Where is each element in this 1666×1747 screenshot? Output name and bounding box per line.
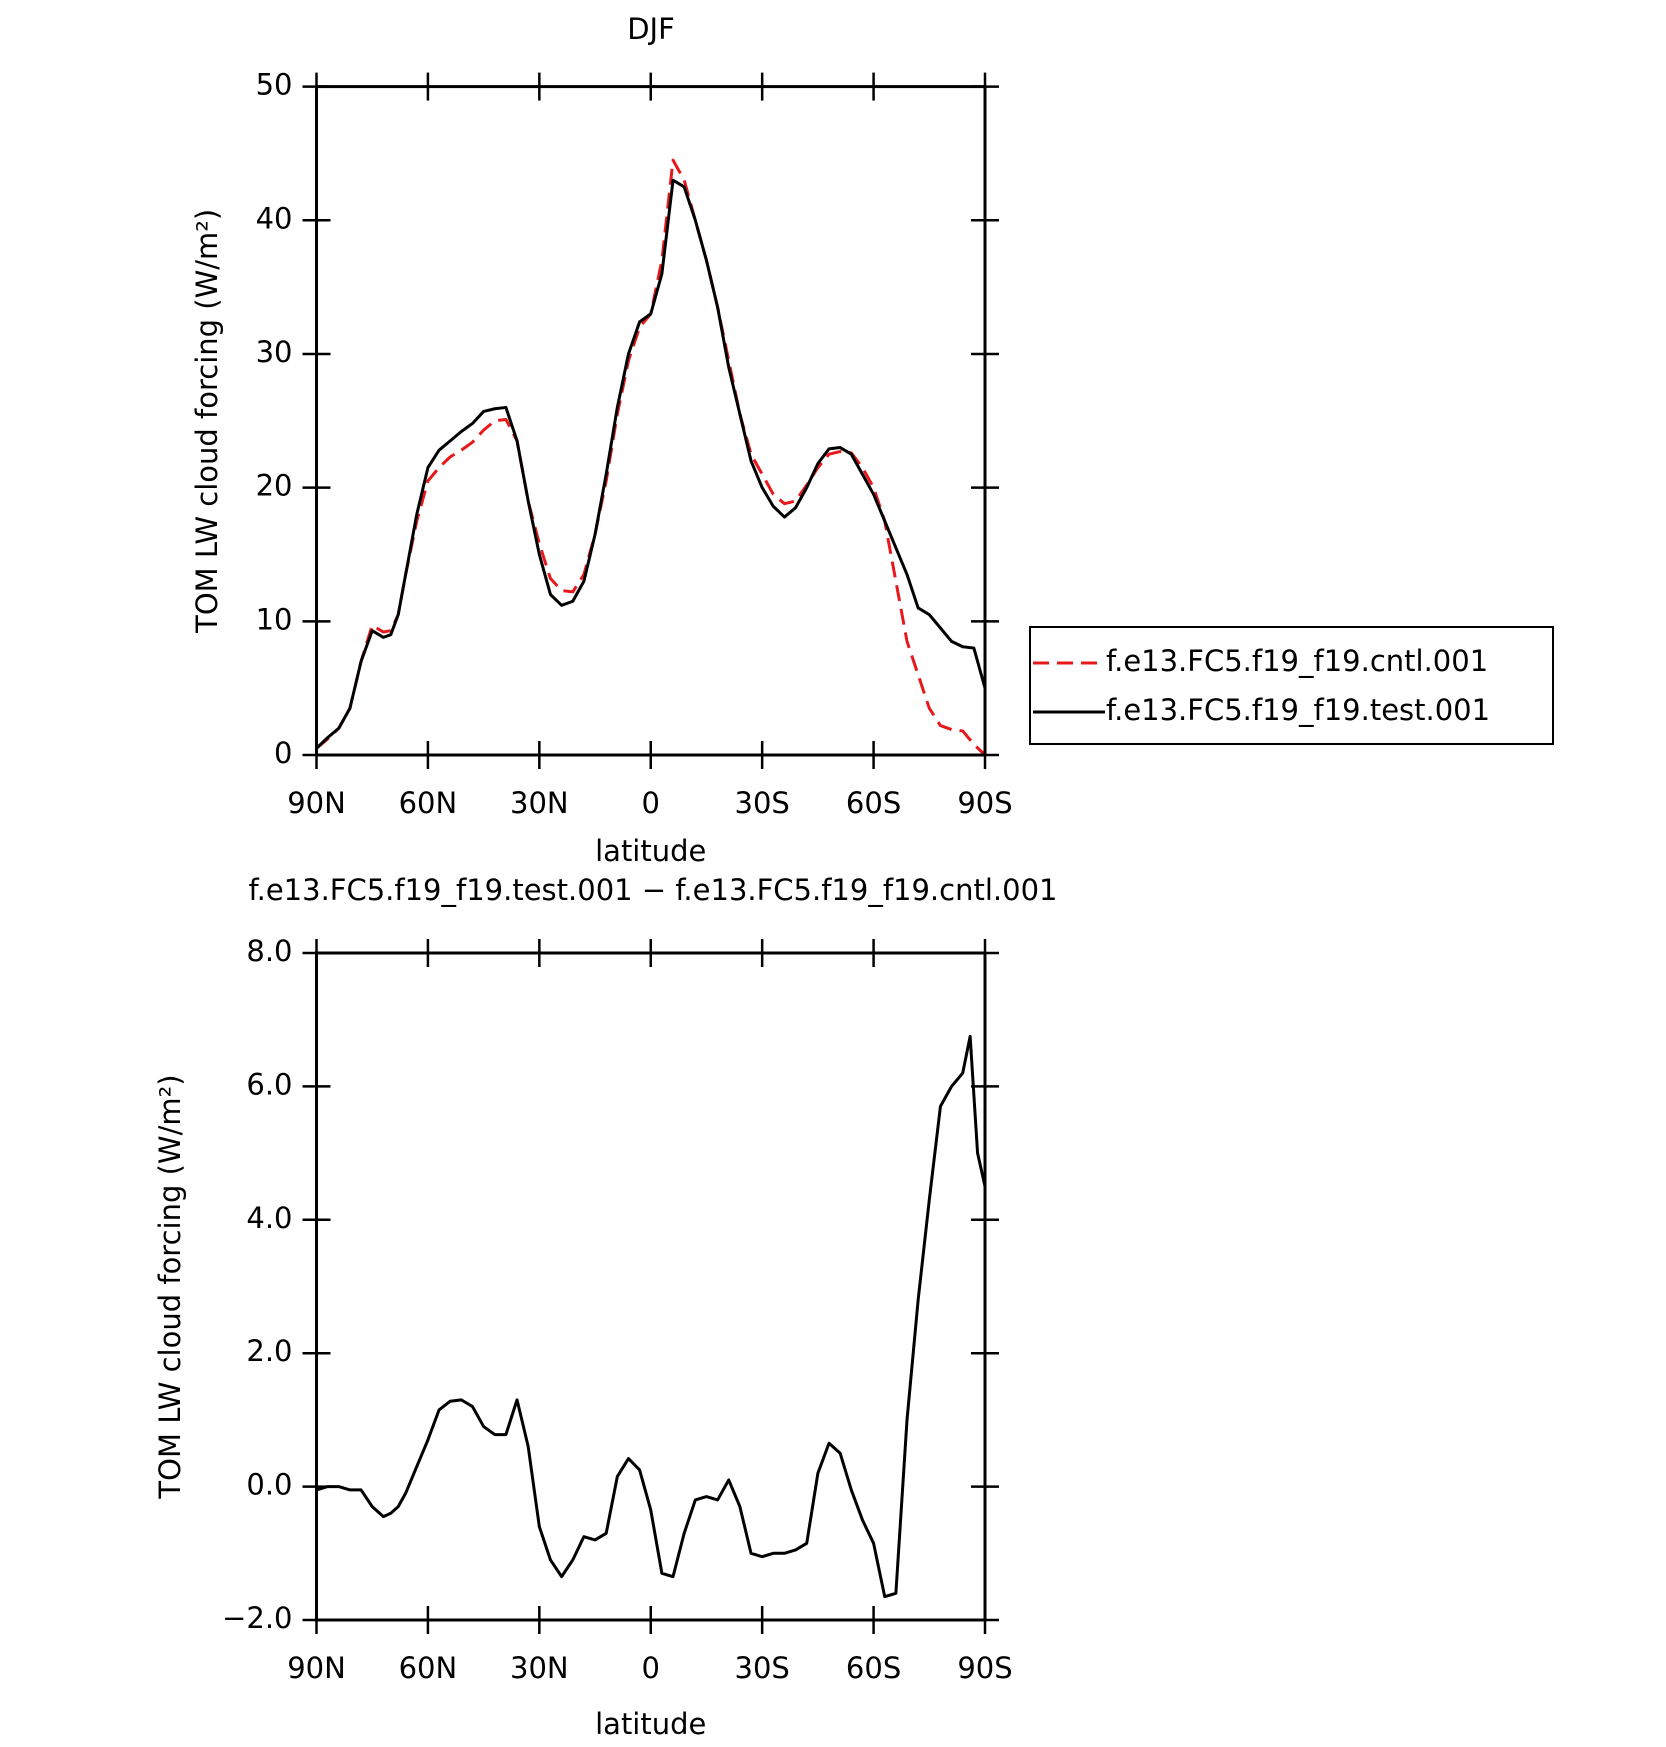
legend-box (1029, 626, 1554, 745)
x-tick-label: 90S (957, 786, 1012, 820)
data-line (316, 1034, 987, 1599)
y-tick-label: 30 (256, 335, 293, 369)
chart-title: DJF (627, 12, 675, 46)
data-line (315, 158, 987, 757)
x-tick-label: 30S (735, 1651, 790, 1685)
x-tick-label: 60S (846, 786, 901, 820)
chart-title: f.e13.FC5.f19_f19.test.001 − f.e13.FC5.f… (249, 873, 1058, 907)
data-line (315, 178, 987, 750)
y-tick-label: 6.0 (246, 1067, 292, 1101)
x-tick-label: 30N (510, 1651, 569, 1685)
plot-frame (315, 85, 987, 757)
x-tick-label: 0 (642, 786, 660, 820)
x-tick-label: 90N (287, 1651, 346, 1685)
x-axis-label: latitude (595, 1707, 706, 1741)
y-tick-label: 0.0 (246, 1468, 292, 1502)
y-axis-label: TOM LW cloud forcing (W/m²) (153, 1074, 187, 1499)
x-tick-label: 90N (287, 786, 346, 820)
x-tick-label: 0 (642, 1651, 660, 1685)
y-tick-label: 10 (256, 602, 293, 636)
legend-label: f.e13.FC5.f19_f19.test.001 (1106, 693, 1490, 727)
y-tick-label: 4.0 (246, 1201, 292, 1235)
plot-frame (315, 951, 987, 1622)
x-tick-label: 30S (735, 786, 790, 820)
legend-label: f.e13.FC5.f19_f19.cntl.001 (1106, 644, 1488, 678)
y-axis-label: TOM LW cloud forcing (W/m²) (190, 209, 224, 634)
y-tick-label: 0 (274, 736, 292, 770)
x-tick-label: 60N (399, 786, 458, 820)
y-tick-label: 8.0 (246, 934, 292, 968)
x-axis-label: latitude (595, 834, 706, 868)
x-tick-label: 60N (399, 1651, 458, 1685)
x-tick-label: 60S (846, 1651, 901, 1685)
y-tick-label: 50 (256, 68, 293, 102)
y-tick-label: −2.0 (222, 1601, 292, 1635)
y-tick-label: 40 (256, 201, 293, 235)
x-tick-label: 30N (510, 786, 569, 820)
y-tick-label: 20 (256, 469, 293, 503)
y-tick-label: 2.0 (246, 1334, 292, 1368)
x-tick-label: 90S (957, 1651, 1012, 1685)
